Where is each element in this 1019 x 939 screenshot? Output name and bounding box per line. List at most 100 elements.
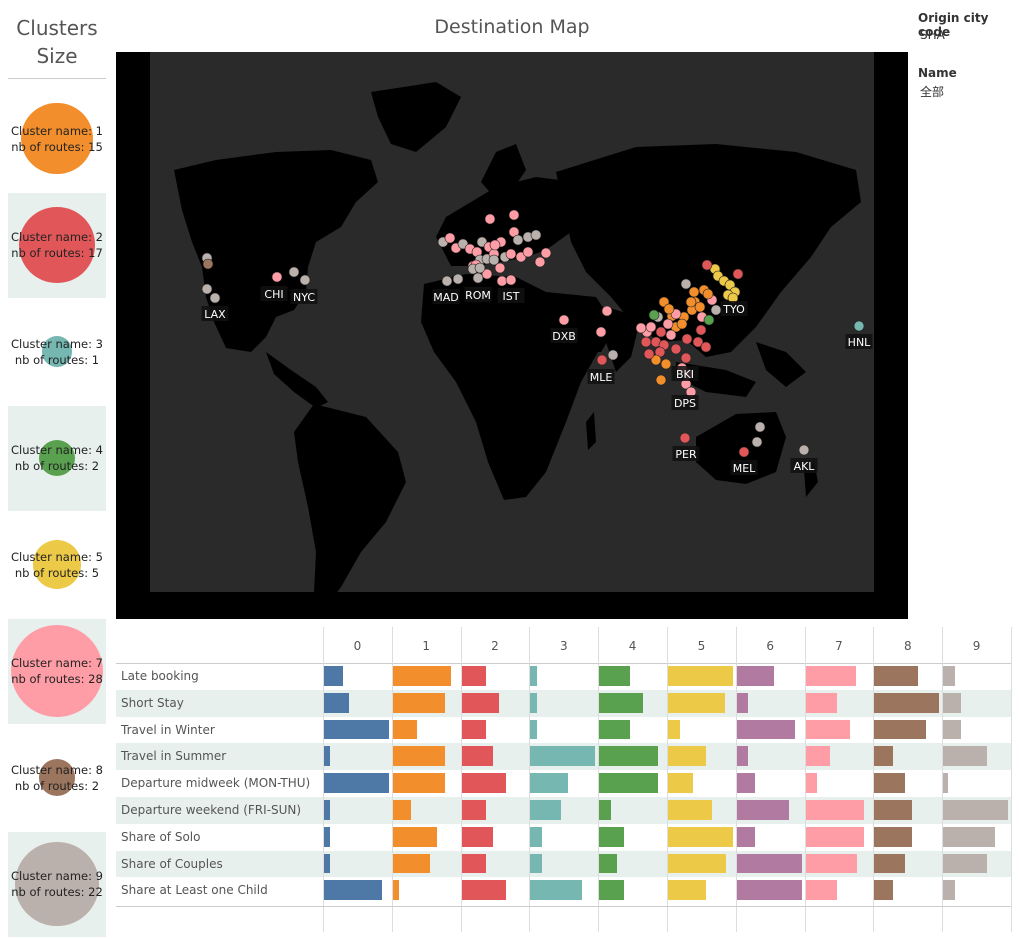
table-row[interactable]	[116, 850, 1011, 878]
destination-marker[interactable]	[558, 314, 570, 326]
feature-bar[interactable]	[530, 666, 537, 686]
destination-marker[interactable]	[660, 358, 672, 370]
feature-bar[interactable]	[324, 880, 383, 901]
destination-marker[interactable]	[680, 352, 692, 364]
destination-marker[interactable]	[505, 248, 517, 260]
column-header[interactable]: 1	[422, 639, 431, 653]
destination-marker[interactable]	[441, 275, 453, 287]
feature-bar[interactable]	[874, 692, 940, 713]
feature-bar[interactable]	[530, 773, 568, 793]
feature-bar[interactable]	[805, 800, 864, 820]
feature-bar[interactable]	[530, 853, 543, 874]
feature-bar[interactable]	[392, 800, 411, 820]
feature-bar[interactable]	[874, 826, 912, 847]
feature-bar[interactable]	[461, 719, 487, 740]
feature-bar[interactable]	[324, 746, 331, 767]
cluster-size-item[interactable]: Cluster name: 8 nb of routes: 2	[8, 725, 106, 830]
destination-marker[interactable]	[635, 322, 647, 334]
feature-bar[interactable]	[461, 746, 493, 767]
feature-bar[interactable]	[392, 773, 445, 793]
destination-marker[interactable]	[522, 246, 534, 258]
feature-bar[interactable]	[461, 853, 487, 874]
feature-bar[interactable]	[392, 746, 445, 767]
destination-marker[interactable]	[685, 296, 697, 308]
feature-bar[interactable]	[392, 719, 418, 740]
column-header[interactable]: 3	[559, 639, 568, 653]
destination-marker[interactable]	[299, 274, 311, 286]
feature-bar[interactable]	[874, 666, 919, 686]
feature-bar[interactable]	[324, 692, 349, 713]
feature-bar[interactable]	[599, 880, 624, 901]
feature-bar[interactable]	[943, 746, 988, 767]
feature-bar[interactable]	[599, 692, 644, 713]
feature-bar[interactable]	[668, 853, 727, 874]
feature-bar[interactable]	[874, 800, 912, 820]
destination-marker[interactable]	[601, 305, 613, 317]
cluster-size-item[interactable]: Cluster name: 9 nb of routes: 22	[8, 831, 106, 937]
feature-bar[interactable]	[805, 880, 837, 901]
destination-marker[interactable]	[648, 309, 660, 321]
destination-marker[interactable]	[508, 209, 520, 221]
feature-bar[interactable]	[324, 853, 331, 874]
feature-bar[interactable]	[736, 719, 796, 740]
destination-marker[interactable]	[702, 288, 714, 300]
destination-marker[interactable]	[663, 303, 675, 315]
destination-marker[interactable]	[202, 258, 214, 270]
destination-marker[interactable]	[201, 283, 213, 295]
column-header[interactable]: 9	[972, 639, 981, 653]
cluster-size-item[interactable]: Cluster name: 2 nb of routes: 17	[8, 192, 106, 298]
feature-bar[interactable]	[736, 880, 802, 901]
feature-bar[interactable]	[736, 800, 789, 820]
feature-bar[interactable]	[943, 666, 955, 686]
cluster-size-item[interactable]: Cluster name: 7 nb of routes: 28	[8, 618, 106, 724]
destination-marker[interactable]	[662, 318, 674, 330]
feature-bar[interactable]	[392, 666, 452, 686]
feature-bar[interactable]	[461, 880, 506, 901]
feature-bar[interactable]	[805, 826, 864, 847]
feature-bar[interactable]	[874, 773, 906, 793]
destination-marker[interactable]	[444, 232, 456, 244]
feature-bar[interactable]	[668, 666, 733, 686]
feature-bar[interactable]	[668, 692, 726, 713]
feature-bar[interactable]	[874, 746, 893, 767]
destination-marker[interactable]	[694, 301, 706, 313]
destination-marker[interactable]	[534, 256, 546, 268]
feature-bar[interactable]	[324, 666, 344, 686]
feature-bar[interactable]	[805, 692, 837, 713]
feature-bar[interactable]	[324, 719, 389, 740]
feature-bar[interactable]	[599, 853, 618, 874]
feature-bar[interactable]	[668, 800, 713, 820]
feature-bar[interactable]	[805, 853, 858, 874]
feature-bar[interactable]	[599, 666, 631, 686]
feature-bar[interactable]	[461, 773, 506, 793]
feature-bar[interactable]	[461, 826, 493, 847]
destination-marker[interactable]	[798, 444, 810, 456]
destination-marker[interactable]	[751, 436, 763, 448]
origin-city-code-value[interactable]: SHA	[920, 28, 945, 42]
destination-marker[interactable]	[271, 271, 283, 283]
destination-marker[interactable]	[732, 268, 744, 280]
column-header[interactable]: 5	[697, 639, 706, 653]
destination-marker[interactable]	[209, 292, 221, 304]
feature-bar[interactable]	[805, 773, 818, 793]
column-header[interactable]: 0	[353, 639, 362, 653]
feature-bar[interactable]	[530, 800, 562, 820]
map-svg[interactable]: LAX CHI NYC MAD ROM IST DXB MLE TYO HNL BKI DPS PER M…	[116, 52, 908, 619]
feature-bar[interactable]	[668, 746, 706, 767]
feature-bar[interactable]	[668, 719, 680, 740]
destination-marker[interactable]	[481, 268, 493, 280]
feature-bar[interactable]	[599, 773, 658, 793]
name-filter-value[interactable]: 全部	[920, 85, 945, 99]
table-row[interactable]	[116, 689, 1011, 717]
feature-bar[interactable]	[943, 880, 955, 901]
column-header[interactable]: 2	[491, 639, 499, 653]
feature-bar[interactable]	[392, 692, 445, 713]
column-header[interactable]: 7	[835, 639, 843, 653]
column-header[interactable]: 8	[903, 639, 912, 653]
destination-marker[interactable]	[288, 266, 300, 278]
destination-marker[interactable]	[754, 421, 766, 433]
destination-marker[interactable]	[670, 343, 682, 355]
feature-bar[interactable]	[805, 746, 831, 767]
destination-marker[interactable]	[679, 432, 691, 444]
destination-marker[interactable]	[489, 239, 501, 251]
